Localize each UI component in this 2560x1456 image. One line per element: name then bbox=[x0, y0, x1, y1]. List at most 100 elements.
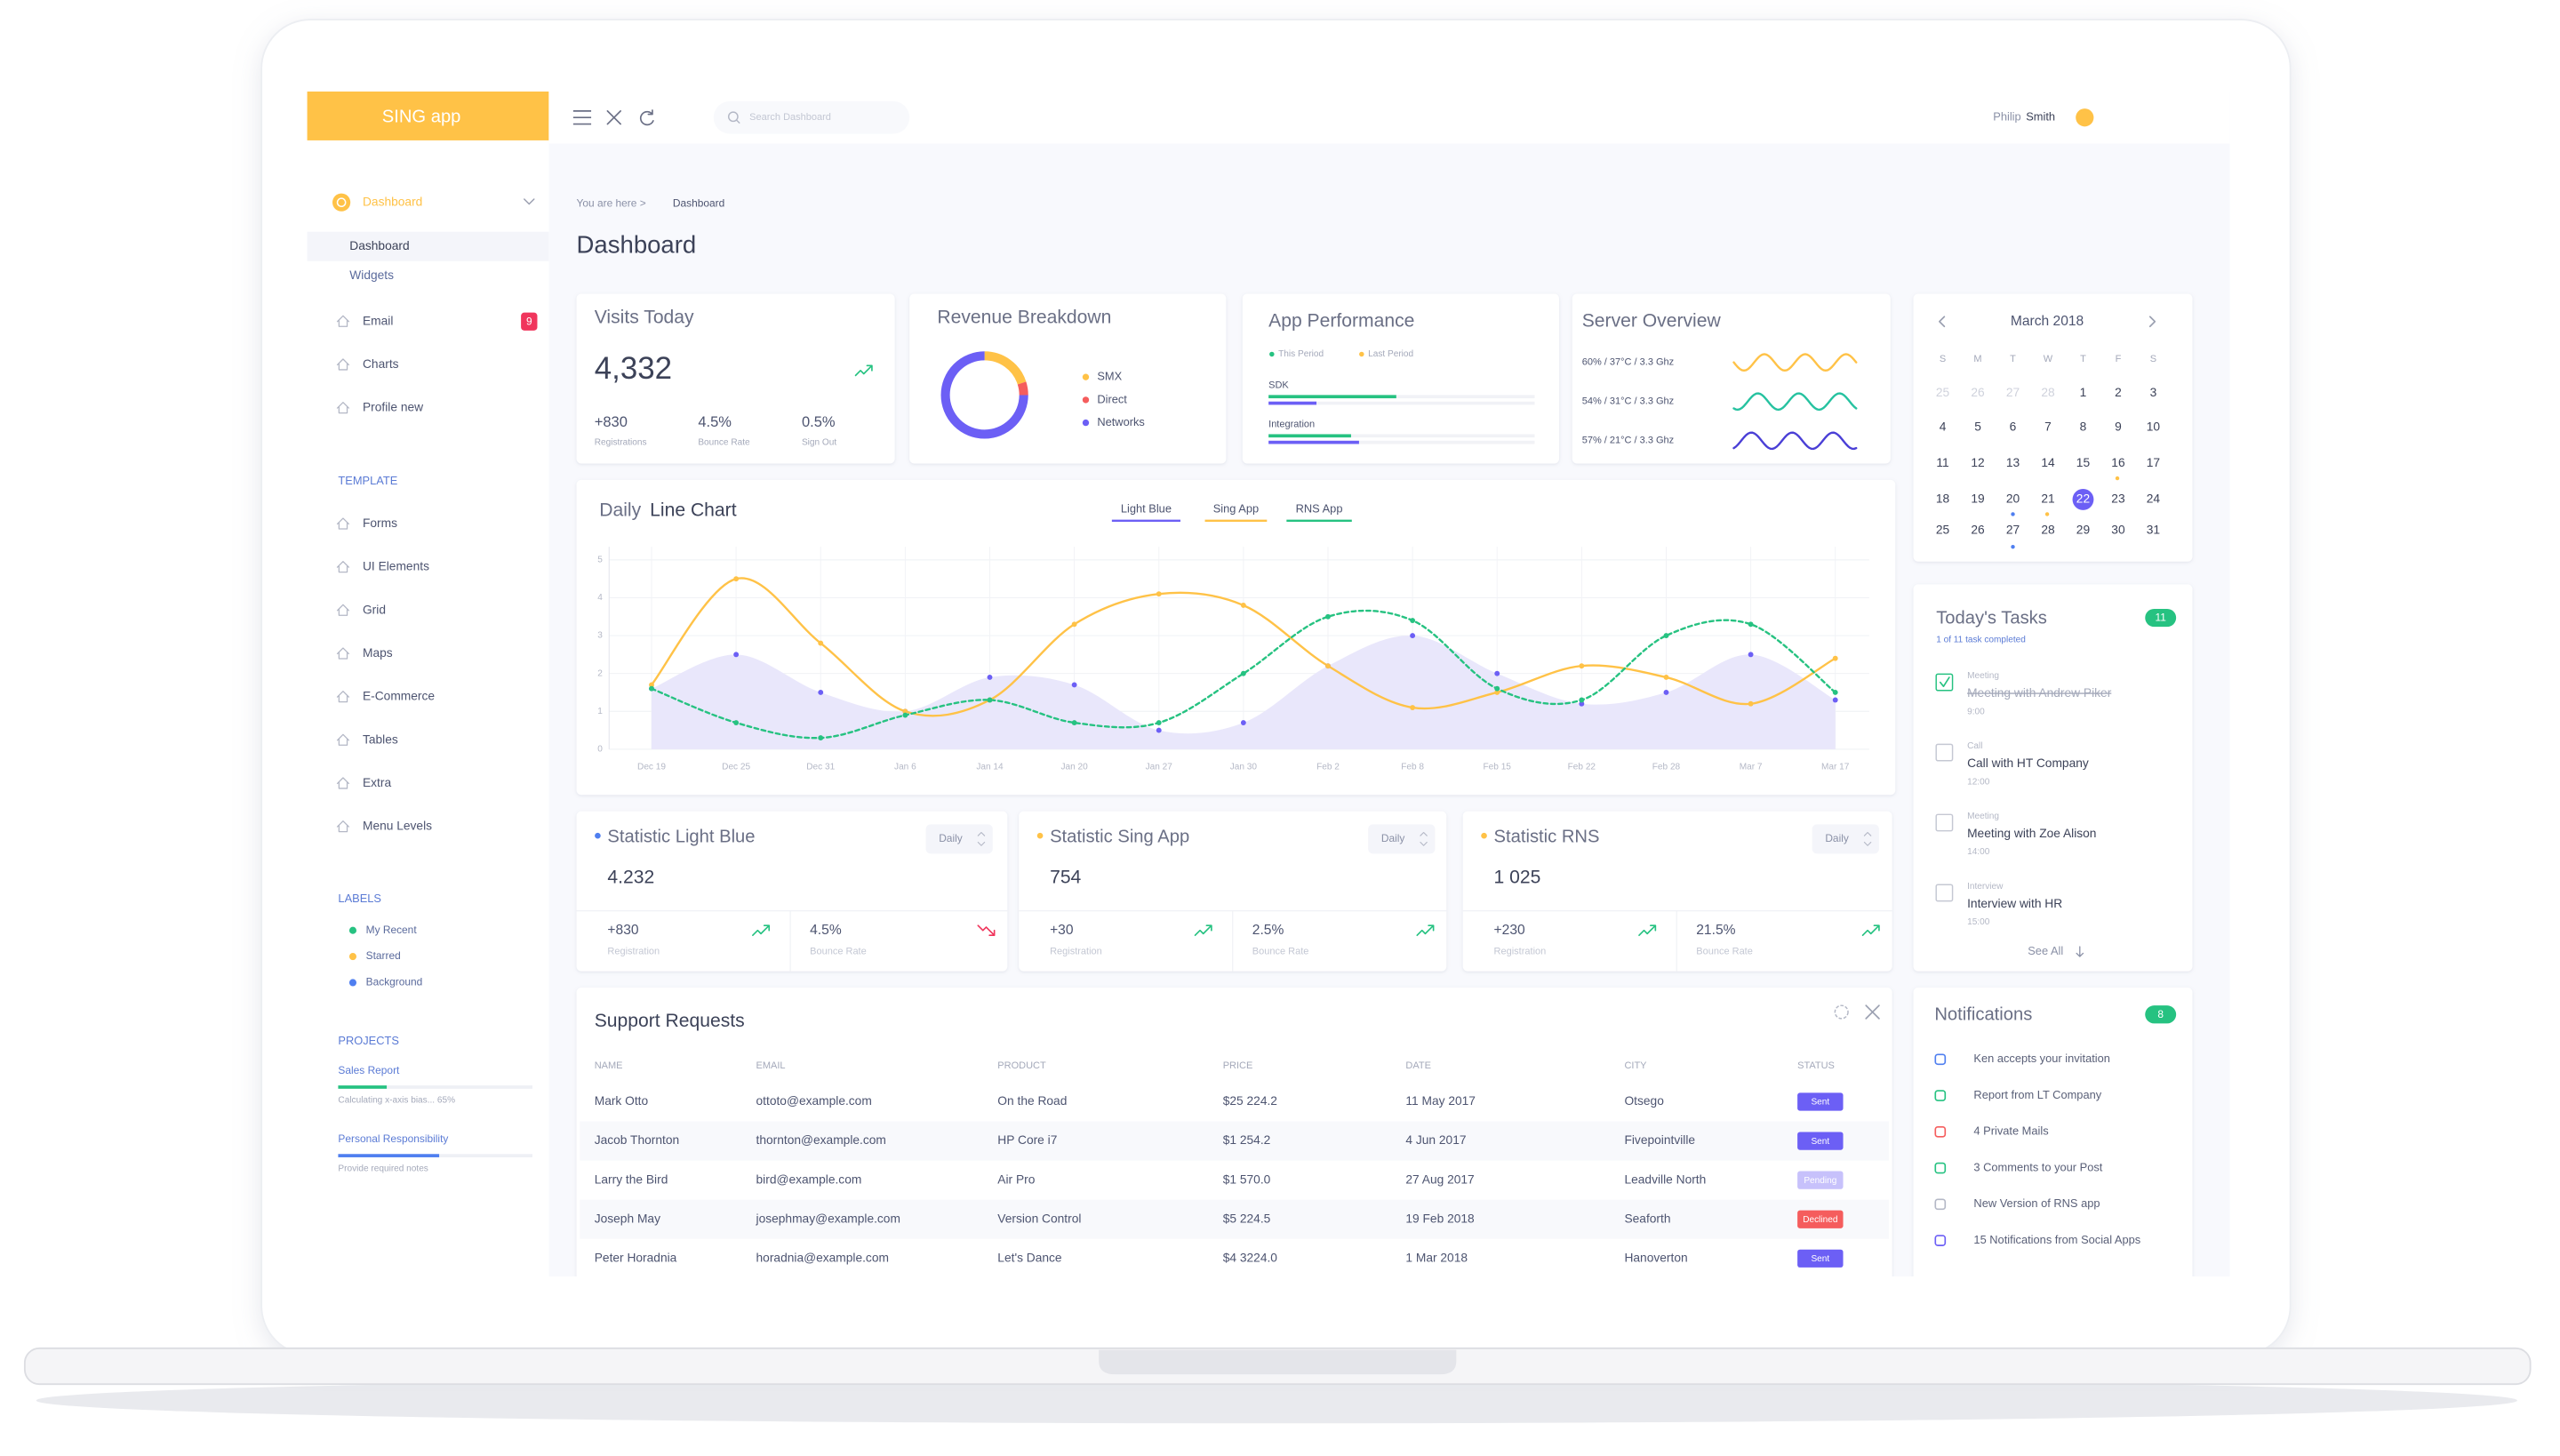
calendar-day[interactable]: 26 bbox=[1971, 386, 1985, 399]
search-box[interactable] bbox=[713, 100, 910, 134]
label-item[interactable]: Background bbox=[366, 976, 423, 988]
see-all-link[interactable]: See All bbox=[2028, 944, 2063, 957]
notification-text[interactable]: 3 Comments to your Post bbox=[1973, 1160, 2102, 1173]
metric-label: Registration bbox=[607, 946, 660, 956]
calendar-day[interactable]: 8 bbox=[2080, 420, 2087, 434]
calendar-day[interactable]: 21 bbox=[2041, 492, 2054, 506]
badge bbox=[2145, 608, 2177, 628]
row-background bbox=[580, 1199, 1889, 1239]
checkbox[interactable] bbox=[1935, 884, 1954, 902]
calendar-day[interactable]: 1 bbox=[2080, 386, 2087, 399]
calendar-day[interactable]: 10 bbox=[2147, 420, 2161, 434]
close-icon[interactable] bbox=[1865, 1004, 1880, 1020]
calendar-day[interactable]: 9 bbox=[2115, 420, 2122, 434]
calendar-day[interactable]: 13 bbox=[2006, 456, 2020, 469]
card bbox=[576, 293, 895, 464]
period-select[interactable] bbox=[1368, 824, 1436, 854]
nav-icon-inner bbox=[336, 197, 347, 208]
nav-subitem[interactable]: Widgets bbox=[349, 268, 394, 282]
notification-text[interactable]: 15 Notifications from Social Apps bbox=[1973, 1233, 2140, 1246]
nav-subitem[interactable]: Dashboard bbox=[349, 239, 409, 252]
calendar-day[interactable]: 12 bbox=[1971, 456, 1984, 469]
y-tick-label: 2 bbox=[597, 668, 603, 678]
calendar-day[interactable]: 27 bbox=[2006, 523, 2020, 536]
nav-item[interactable]: Menu Levels bbox=[363, 820, 432, 833]
selected-day bbox=[2072, 488, 2094, 510]
nav-item[interactable]: Grid bbox=[363, 603, 386, 616]
notification-text[interactable]: Ken accepts your invitation bbox=[1973, 1052, 2110, 1065]
legend-label[interactable]: Light Blue bbox=[1121, 501, 1172, 515]
calendar-day[interactable]: 18 bbox=[1936, 492, 1950, 506]
calendar-day[interactable]: 15 bbox=[2076, 456, 2091, 469]
nav-item[interactable]: Dashboard bbox=[363, 195, 422, 208]
calendar-day[interactable]: 22 bbox=[2076, 492, 2090, 506]
metric-value: +830 bbox=[607, 923, 638, 938]
legend-label[interactable]: RNS App bbox=[1296, 501, 1343, 515]
user-avatar[interactable] bbox=[2076, 108, 2094, 127]
calendar-day[interactable]: 25 bbox=[1936, 386, 1950, 399]
status-badge bbox=[1797, 1132, 1844, 1150]
calendar-day[interactable]: 20 bbox=[2006, 492, 2020, 506]
card-title: Statistic Sing App bbox=[1050, 827, 1189, 846]
table-cell: HP Core i7 bbox=[997, 1133, 1057, 1147]
calendar-day[interactable]: 28 bbox=[2041, 386, 2055, 399]
calendar-day[interactable]: 27 bbox=[2006, 386, 2020, 399]
label-item[interactable]: My Recent bbox=[366, 924, 418, 936]
notification-text[interactable]: 4 Private Mails bbox=[1973, 1124, 2048, 1138]
progress-bar bbox=[1268, 401, 1317, 405]
nav-item[interactable]: Email bbox=[363, 314, 393, 327]
calendar-day[interactable]: 24 bbox=[2147, 492, 2161, 506]
calendar-day[interactable]: 3 bbox=[2150, 386, 2157, 399]
event-dot bbox=[2115, 476, 2120, 481]
prev-month-icon[interactable] bbox=[1939, 316, 1946, 328]
checkbox[interactable] bbox=[1935, 743, 1954, 762]
weekday: T bbox=[2080, 354, 2086, 364]
nav-item[interactable]: E-Commerce bbox=[363, 690, 435, 703]
legend-label[interactable]: Sing App bbox=[1213, 501, 1259, 515]
period-select[interactable] bbox=[1812, 824, 1879, 854]
calendar-day[interactable]: 7 bbox=[2044, 420, 2052, 434]
calendar-day[interactable]: 17 bbox=[2147, 456, 2160, 469]
visits-value: 4,332 bbox=[595, 351, 672, 386]
nav-item[interactable]: Charts bbox=[363, 357, 399, 371]
notification-text[interactable]: New Version of RNS app bbox=[1973, 1196, 2100, 1210]
notification-icon bbox=[1934, 1162, 1947, 1174]
title-dot bbox=[595, 832, 601, 839]
notification-text[interactable]: Report from LT Company bbox=[1973, 1088, 2101, 1101]
calendar-day[interactable]: 31 bbox=[2147, 523, 2160, 536]
period-select[interactable] bbox=[925, 824, 993, 854]
calendar-day[interactable]: 4 bbox=[1940, 420, 1947, 434]
nav-item[interactable]: Maps bbox=[363, 646, 393, 660]
checkbox[interactable] bbox=[1935, 813, 1954, 832]
calendar-day[interactable]: 19 bbox=[1971, 492, 1984, 506]
calendar-day[interactable]: 28 bbox=[2041, 523, 2055, 536]
calendar-day[interactable]: 26 bbox=[1971, 523, 1985, 536]
calendar-day[interactable]: 5 bbox=[1974, 420, 1981, 434]
calendar-day[interactable]: 14 bbox=[2041, 456, 2055, 469]
label-item[interactable]: Starred bbox=[366, 949, 401, 962]
next-month-icon[interactable] bbox=[2148, 316, 2156, 328]
nav-item[interactable]: Forms bbox=[363, 516, 397, 530]
calendar-day[interactable]: 2 bbox=[2115, 386, 2122, 399]
calendar-day[interactable]: 30 bbox=[2111, 523, 2125, 536]
checkbox[interactable] bbox=[1935, 673, 1954, 692]
stat-value: 4.232 bbox=[607, 868, 654, 888]
calendar-day[interactable]: 23 bbox=[2111, 492, 2125, 506]
calendar-day[interactable]: 11 bbox=[1936, 456, 1948, 469]
data-point bbox=[1663, 633, 1669, 639]
x-tick-label: Mar 7 bbox=[1740, 763, 1763, 772]
calendar-day[interactable]: 6 bbox=[2010, 420, 2017, 434]
card-title: Revenue Breakdown bbox=[937, 308, 1111, 328]
nav-item[interactable]: Extra bbox=[363, 776, 391, 789]
status-label: Declined bbox=[1803, 1215, 1837, 1225]
card-title: Statistic Light Blue bbox=[607, 827, 755, 846]
nav-item[interactable]: Tables bbox=[363, 732, 398, 746]
settings-icon[interactable] bbox=[1834, 1004, 1849, 1020]
calendar-day[interactable]: 16 bbox=[2111, 456, 2125, 469]
nav-item[interactable]: UI Elements bbox=[363, 560, 429, 573]
calendar-day[interactable]: 29 bbox=[2076, 523, 2090, 536]
calendar-day[interactable]: 25 bbox=[1936, 523, 1950, 536]
nav-item[interactable]: Profile new bbox=[363, 401, 423, 414]
data-point bbox=[1156, 591, 1162, 597]
